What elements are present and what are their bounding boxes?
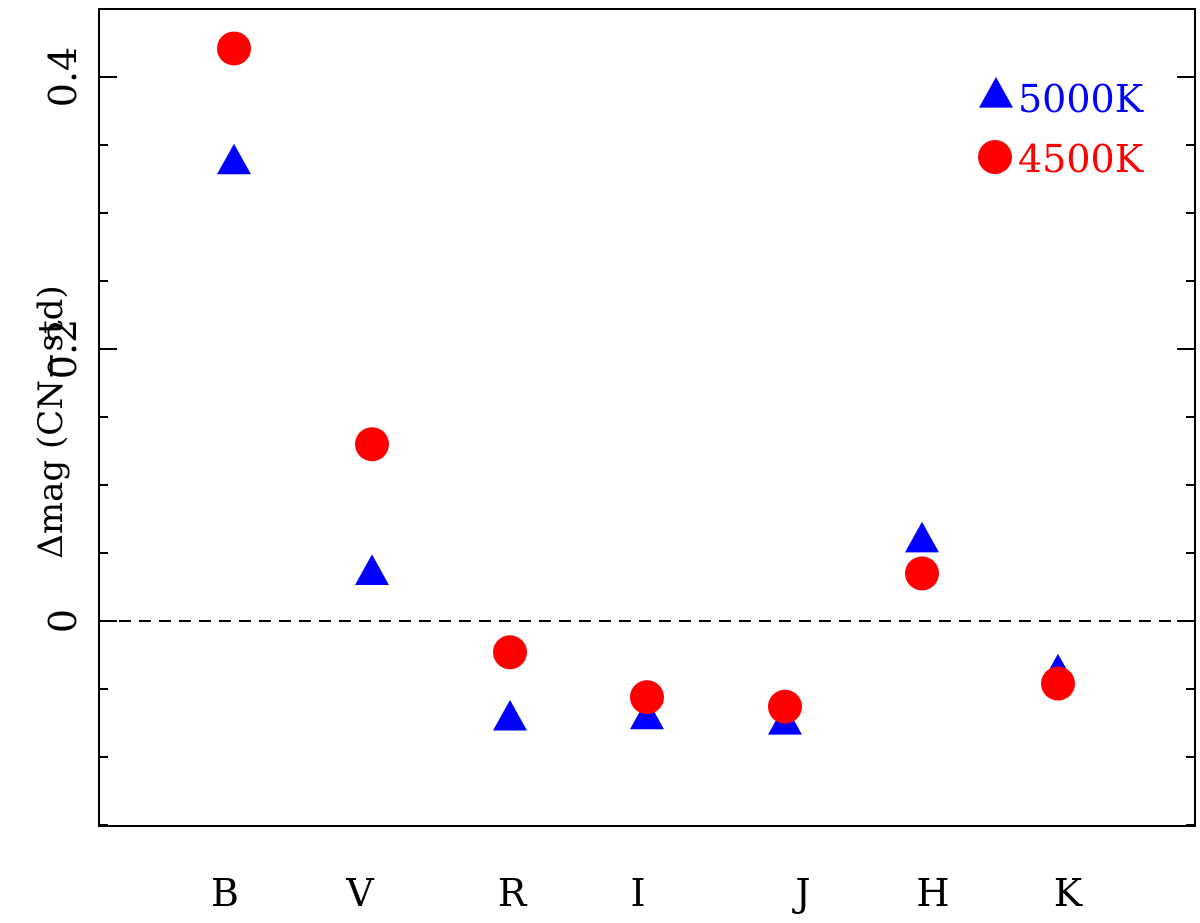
x-tick-label: H [916, 871, 949, 915]
x-tick-label: V [345, 871, 374, 915]
series-4500K [217, 31, 1075, 724]
data-point-circle [355, 427, 389, 462]
x-tick-label: B [211, 871, 239, 915]
series-5000K [217, 143, 1075, 735]
y-minor-ticks [99, 144, 1195, 826]
y-tick-labels: 0 0.2 0.4 [41, 47, 85, 633]
legend-marker-triangle [979, 77, 1013, 108]
x-tick-label: R [498, 871, 528, 915]
data-point-circle [905, 556, 939, 591]
data-point-triangle [905, 521, 939, 553]
x-tick-label: J [791, 871, 810, 915]
data-point-triangle [217, 143, 251, 175]
data-point-triangle [493, 699, 527, 731]
data-point-circle [217, 31, 251, 66]
y-tick-label: 0 [41, 609, 85, 633]
data-point-circle [493, 635, 527, 670]
legend-label: 4500K [1018, 137, 1144, 181]
x-tick-label: I [630, 871, 645, 915]
legend: 5000K 4500K [978, 77, 1144, 181]
data-point-circle [630, 680, 664, 715]
data-point-circle [1041, 666, 1075, 701]
data-point-triangle [355, 554, 389, 586]
legend-label: 5000K [1018, 77, 1144, 121]
y-tick-label: 0.4 [41, 47, 85, 107]
y-axis-label: Δmag (CN−std) [31, 285, 71, 558]
data-point-circle [768, 689, 802, 724]
x-tick-label: K [1054, 871, 1083, 915]
legend-marker-circle [978, 140, 1012, 174]
series-layer [217, 31, 1075, 735]
y-tick-label: 0.2 [41, 319, 85, 379]
